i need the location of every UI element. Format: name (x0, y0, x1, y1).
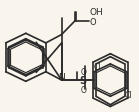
Text: Cl: Cl (124, 90, 132, 99)
Text: O: O (80, 67, 86, 76)
Text: O: O (90, 18, 96, 27)
Text: O: O (80, 85, 86, 94)
Text: N: N (58, 72, 65, 81)
Text: Cl: Cl (94, 62, 102, 71)
Text: S: S (80, 75, 87, 85)
Text: OH: OH (90, 8, 103, 17)
